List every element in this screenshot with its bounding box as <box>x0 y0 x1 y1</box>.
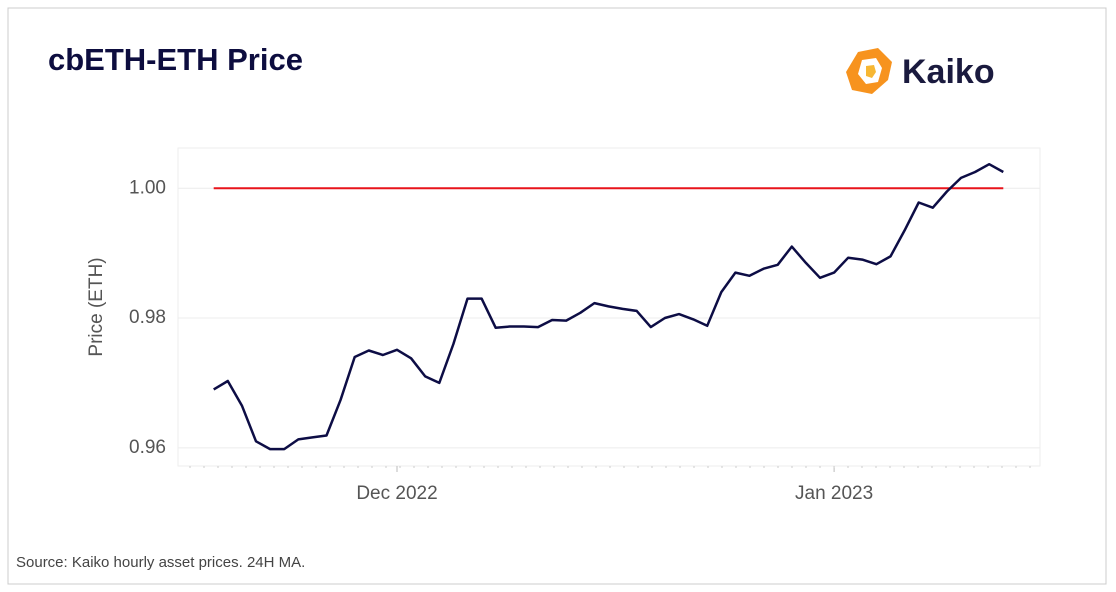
source-note: Source: Kaiko hourly asset prices. 24H M… <box>16 554 305 571</box>
chart-title: cbETH-ETH Price <box>48 42 303 77</box>
x-tick-label: Dec 2022 <box>356 483 437 504</box>
logo-icon <box>846 48 892 94</box>
y-tick-label: 0.98 <box>129 307 166 328</box>
y-axis-label: Price (ETH) <box>86 257 107 356</box>
frame <box>7 7 1107 585</box>
price-line <box>213 162 1004 451</box>
y-tick-label: 1.00 <box>129 177 166 198</box>
brand: Kaiko <box>902 53 995 91</box>
plot-area <box>177 147 1041 467</box>
y-tick-label: 0.96 <box>129 437 166 458</box>
x-tick-label: Jan 2023 <box>795 483 873 504</box>
